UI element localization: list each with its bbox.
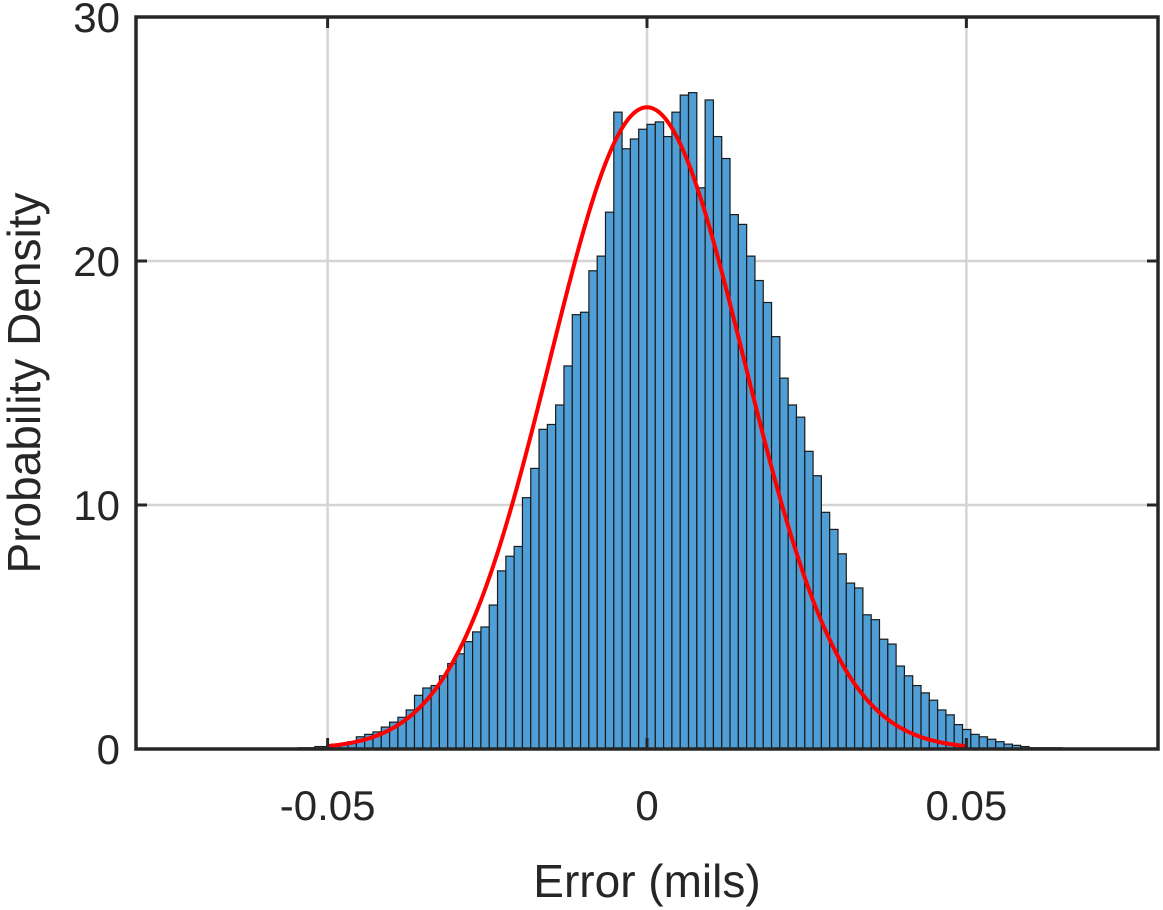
histogram-bar bbox=[530, 467, 540, 750]
histogram-bar bbox=[447, 662, 457, 750]
histogram-bar bbox=[687, 92, 698, 750]
histogram-bar bbox=[704, 99, 715, 750]
histogram-bar bbox=[563, 365, 573, 750]
y-tick-label: 0 bbox=[97, 726, 120, 773]
y-tick-label: 10 bbox=[73, 482, 120, 529]
histogram-bar bbox=[895, 665, 906, 750]
x-tick-label: 0 bbox=[635, 782, 658, 829]
histogram-bar bbox=[696, 187, 706, 750]
x-tick-label: -0.05 bbox=[280, 782, 376, 829]
histogram-bar bbox=[463, 641, 474, 750]
histogram-bar bbox=[679, 94, 690, 750]
histogram-bar bbox=[538, 428, 548, 750]
x-tick-labels: -0.05 0 0.05 bbox=[280, 782, 1007, 829]
histogram-bar bbox=[721, 157, 731, 750]
histogram-bar bbox=[970, 733, 980, 750]
histogram-bar bbox=[887, 643, 897, 750]
histogram-bar bbox=[770, 336, 781, 750]
histogram-bar bbox=[878, 638, 889, 750]
histogram-bar bbox=[438, 675, 449, 750]
histogram-bar bbox=[837, 553, 847, 750]
histogram-bar bbox=[613, 111, 623, 750]
histogram-bar bbox=[845, 582, 856, 750]
histogram-bar bbox=[853, 587, 864, 750]
histogram-bar bbox=[604, 211, 615, 750]
histogram-bar bbox=[521, 497, 532, 750]
histogram-bar bbox=[671, 111, 681, 750]
histogram-bar bbox=[496, 570, 507, 750]
histogram-bar bbox=[571, 314, 582, 750]
histogram-bar bbox=[746, 255, 756, 750]
histogram-bar bbox=[762, 301, 773, 750]
histogram-bar bbox=[488, 604, 499, 750]
histogram-bar bbox=[795, 416, 806, 750]
normal-fit-curve bbox=[327, 105, 967, 749]
histogram-bar bbox=[579, 311, 590, 750]
histogram-bar bbox=[638, 128, 648, 750]
histogram-bar bbox=[754, 279, 764, 750]
histogram-bar bbox=[870, 619, 881, 750]
histogram-bar bbox=[588, 270, 598, 750]
histogram-bar bbox=[779, 377, 789, 750]
histogram-bar bbox=[646, 123, 656, 750]
histogram-bar bbox=[513, 545, 524, 750]
x-axis-label: Error (mils) bbox=[533, 855, 760, 907]
histogram-bar bbox=[978, 736, 989, 750]
histogram-bar bbox=[912, 684, 922, 750]
histogram-bar bbox=[729, 214, 739, 750]
histogram-bar bbox=[663, 135, 673, 750]
histogram-bar bbox=[629, 138, 640, 750]
histogram-bar bbox=[862, 614, 872, 750]
histogram-bars bbox=[297, 92, 1063, 750]
axis-ticks bbox=[136, 15, 1158, 751]
y-tick-labels: 0 10 20 30 bbox=[73, 0, 120, 773]
histogram-bar bbox=[555, 404, 565, 750]
histogram-bar bbox=[596, 255, 607, 750]
x-tick-label: 0.05 bbox=[926, 782, 1008, 829]
histogram-bar bbox=[903, 675, 914, 750]
histogram-bar bbox=[712, 135, 723, 750]
histogram-bar bbox=[654, 121, 665, 750]
histogram-bar bbox=[737, 223, 748, 750]
y-axis-label: Probability Density bbox=[0, 193, 50, 574]
histogram-bar bbox=[472, 631, 482, 750]
histogram-bar bbox=[546, 423, 557, 750]
histogram-bar bbox=[480, 626, 490, 750]
y-tick-label: 30 bbox=[73, 0, 120, 41]
histogram-bar bbox=[787, 404, 798, 750]
y-tick-label: 20 bbox=[73, 238, 120, 285]
histogram-bar bbox=[505, 555, 515, 750]
histogram-bar bbox=[455, 653, 465, 750]
histogram-bar bbox=[621, 148, 631, 750]
